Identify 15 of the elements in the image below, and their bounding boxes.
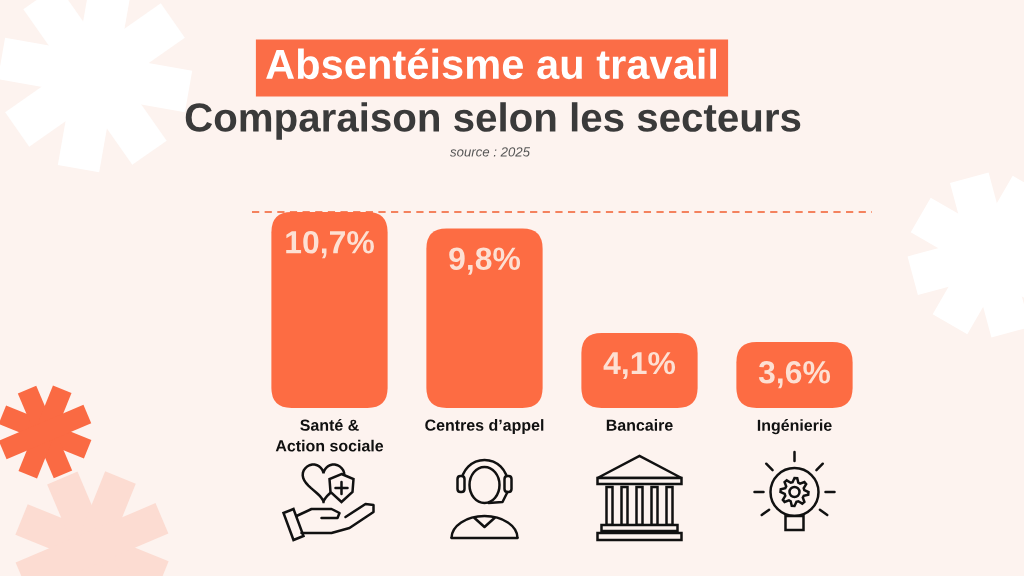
bar bbox=[426, 228, 543, 408]
x-tick-label: Centres d’appel bbox=[425, 419, 544, 434]
chart-title: Absentéisme au travail bbox=[266, 48, 717, 80]
data-label: 3,6% bbox=[758, 360, 831, 389]
bar bbox=[271, 212, 388, 408]
x-tick-label: Ingénierie bbox=[757, 419, 832, 435]
x-tick-label: Bancaire bbox=[606, 419, 673, 431]
bar bbox=[736, 342, 853, 408]
source-note: source : 2025 bbox=[450, 147, 531, 157]
bar bbox=[581, 332, 698, 408]
chart-subtitle: Comparaison selon les secteurs bbox=[185, 102, 801, 140]
data-label: 4,1% bbox=[603, 351, 676, 380]
data-label: 10,7% bbox=[286, 230, 374, 259]
data-label: 9,8% bbox=[449, 247, 521, 275]
x-tick-label: Santé & Action sociale bbox=[275, 418, 384, 452]
